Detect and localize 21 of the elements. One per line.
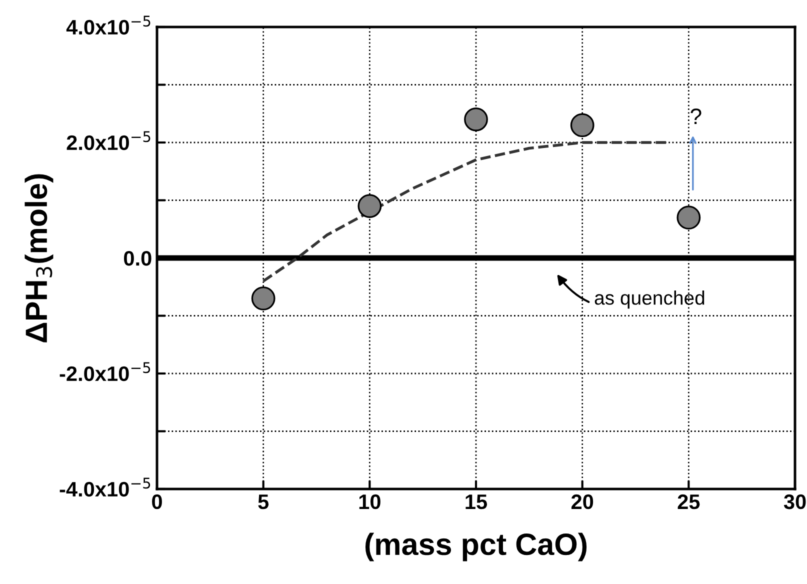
x-tick-label: 20 bbox=[571, 494, 594, 510]
point bbox=[251, 286, 276, 310]
y-tick-label: -4.0x10$^{−5}$ bbox=[60, 478, 150, 497]
y-tick-label: -2.0x10$^{−5}$ bbox=[60, 362, 150, 382]
x-tick-label: 15 bbox=[466, 494, 488, 510]
x-tick-label: 25 bbox=[678, 494, 700, 510]
x-tick-label: 30 bbox=[784, 494, 806, 510]
annotation: as quenched bbox=[594, 290, 704, 309]
x-tick-label: 5 bbox=[258, 494, 269, 510]
annotation: ? bbox=[690, 108, 702, 124]
point bbox=[676, 206, 701, 230]
y-tick-label: 4.0x10$^{−5}$ bbox=[66, 16, 150, 35]
y-axis-title: ΔPH$_{3}$(mole) bbox=[24, 174, 54, 342]
x-tick-label: 10 bbox=[359, 494, 380, 510]
point bbox=[358, 194, 382, 218]
y-tick-label: 2.0x10$^{−5}$ bbox=[66, 131, 150, 150]
x-tick-label: 0 bbox=[152, 494, 162, 510]
point bbox=[570, 113, 594, 138]
x-axis-title: (mass pct CaO) bbox=[365, 532, 587, 562]
y-tick-label: 0.0 bbox=[124, 251, 152, 266]
point bbox=[464, 107, 488, 132]
